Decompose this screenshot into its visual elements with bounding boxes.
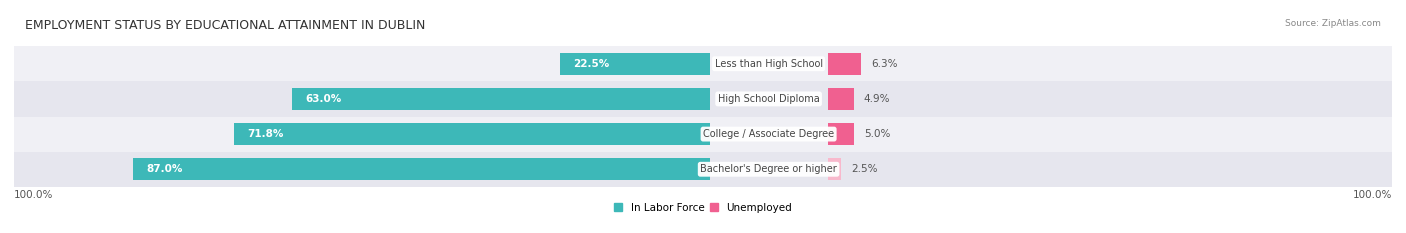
Bar [828,158,841,180]
Bar [14,46,1406,81]
Text: High School Diploma: High School Diploma [717,94,820,104]
Text: Less than High School: Less than High School [714,59,823,69]
Text: 4.9%: 4.9% [863,94,890,104]
Bar [292,88,710,110]
Text: 71.8%: 71.8% [247,129,283,139]
Bar [14,116,1406,152]
Text: 2.5%: 2.5% [851,164,877,174]
Text: EMPLOYMENT STATUS BY EDUCATIONAL ATTAINMENT IN DUBLIN: EMPLOYMENT STATUS BY EDUCATIONAL ATTAINM… [25,19,426,32]
Text: Source: ZipAtlas.com: Source: ZipAtlas.com [1285,19,1381,28]
Legend: In Labor Force, Unemployed: In Labor Force, Unemployed [614,203,792,213]
Text: 22.5%: 22.5% [574,59,610,69]
Text: 100.0%: 100.0% [14,190,53,200]
Text: 6.3%: 6.3% [870,59,897,69]
Bar [828,53,860,75]
Bar [561,53,710,75]
Bar [828,88,853,110]
Bar [233,123,710,145]
Text: 5.0%: 5.0% [865,129,890,139]
Text: Bachelor's Degree or higher: Bachelor's Degree or higher [700,164,837,174]
Text: 87.0%: 87.0% [146,164,183,174]
Bar [14,81,1406,116]
Bar [14,152,1406,187]
Bar [828,123,855,145]
Bar [134,158,710,180]
Text: 63.0%: 63.0% [305,94,342,104]
Text: College / Associate Degree: College / Associate Degree [703,129,834,139]
Text: 100.0%: 100.0% [1353,190,1392,200]
